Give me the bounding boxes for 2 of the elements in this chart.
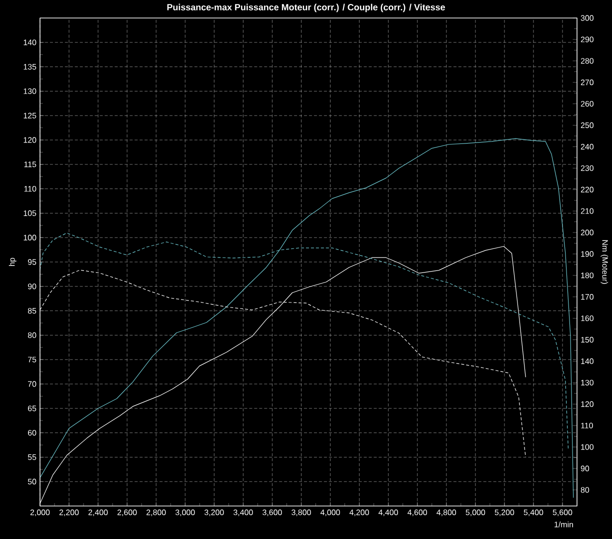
line-series — [40, 138, 574, 498]
chart-title: Puissance-max Puissance Moteur (corr.) / Couple (corr.) / Vitesse — [167, 4, 445, 12]
